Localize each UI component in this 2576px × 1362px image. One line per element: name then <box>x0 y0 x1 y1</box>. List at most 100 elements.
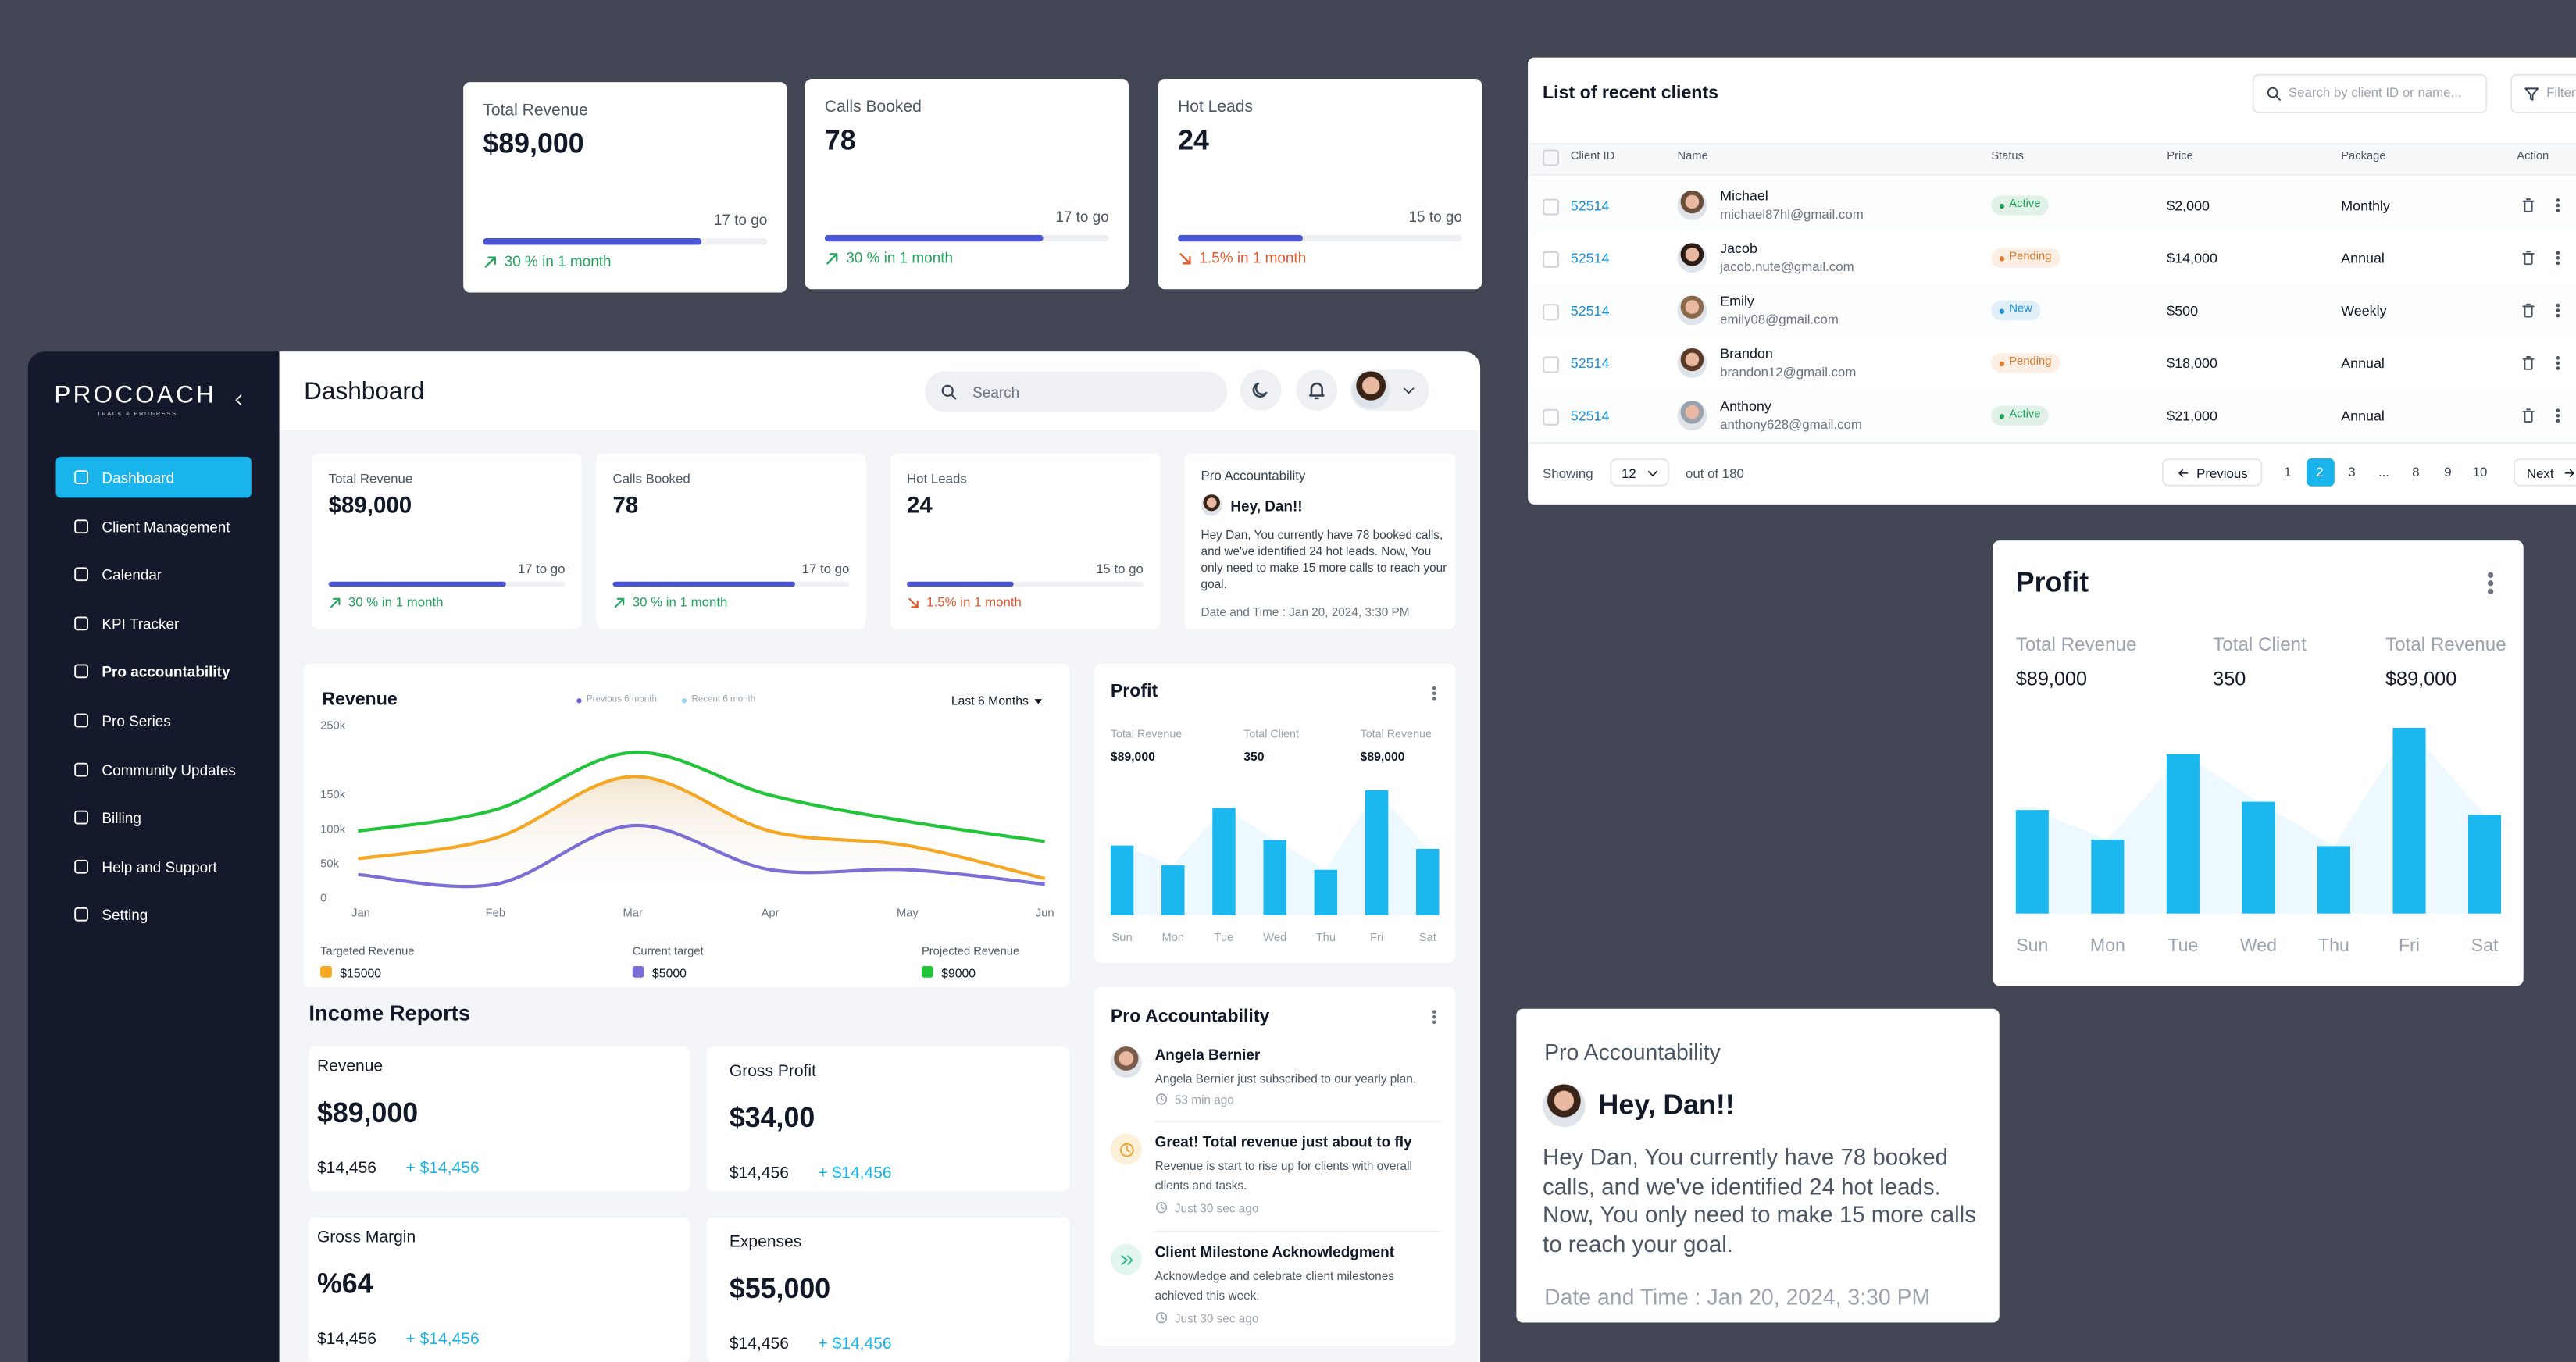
client-email: jacob.nute@gmail.com <box>1720 259 1854 275</box>
menu-item[interactable]: Billing <box>56 797 252 839</box>
menu-item[interactable]: Pro Series <box>56 700 252 741</box>
kpi-card: Hot Leads 24 15 to go 1.5% in 1 month <box>1158 78 1482 290</box>
clock-icon-part <box>1161 1314 1165 1320</box>
menu-icon-part <box>74 713 89 728</box>
checkbox[interactable] <box>1543 304 1560 321</box>
feed-item-title: Great! Total revenue just about to fly <box>1154 1133 1412 1150</box>
search-icon <box>941 384 957 400</box>
search-box[interactable]: Search by client ID or name... <box>2252 73 2488 114</box>
y-tick-label: 150k <box>320 789 346 801</box>
checkbox[interactable] <box>1543 149 1560 166</box>
trend-arrow-part <box>1179 253 1191 265</box>
x-tick-label: Sun <box>1111 932 1132 944</box>
menu-item[interactable]: Setting <box>56 894 252 936</box>
clock-icon <box>1155 1312 1168 1324</box>
bar <box>2317 846 2351 914</box>
menu-item[interactable]: KPI Tracker <box>56 603 252 644</box>
client-id[interactable]: 52514 <box>1570 355 1610 372</box>
client-name: Emily <box>1720 292 1754 309</box>
arrow-right-part <box>2569 469 2574 477</box>
feed-icon <box>1110 1133 1142 1165</box>
client-id[interactable]: 52514 <box>1570 249 1610 266</box>
legend-dot <box>681 698 687 704</box>
more-icon-part <box>2556 261 2560 266</box>
menu-item[interactable]: Community Updates <box>56 748 252 790</box>
x-tick-label: Fri <box>1370 932 1383 944</box>
more-icon-part <box>1432 1010 1436 1014</box>
column-header[interactable]: Name <box>1677 151 1708 163</box>
page-size-select[interactable]: 12 <box>1610 458 1669 487</box>
main-area: Dashboard Search Total Revenue $89,000 17 to… <box>279 351 1481 1362</box>
column-header[interactable]: Package <box>2341 151 2386 163</box>
income-card: Gross Margin %64 $14,456 + $14,456 <box>309 1217 690 1362</box>
kpi-card: Total Revenue $89,000 17 to go 30 % in 1 mo… <box>463 82 787 293</box>
trend-arrow <box>614 597 625 608</box>
notifications[interactable] <box>1296 369 1338 411</box>
kpi-value: 78 <box>824 124 856 156</box>
legend-dot <box>576 698 582 704</box>
more-icon-part <box>2556 308 2560 312</box>
column-header[interactable]: Client ID <box>1570 151 1615 163</box>
y-tick-label: 50k <box>320 857 339 870</box>
tagline: TRACK & PROGRESS <box>97 410 177 418</box>
package: Annual <box>2341 355 2385 372</box>
pro-label: Pro Accountability <box>1544 1039 1721 1065</box>
filter-button[interactable]: Filter <box>2510 73 2576 114</box>
page-button[interactable]: 3 <box>2338 458 2366 487</box>
pro-card: Pro Accountability Hey, Dan!! Hey Dan, You… <box>1184 453 1456 629</box>
x-tick-label: Tue <box>2167 935 2198 955</box>
page-button[interactable]: 2 <box>2306 458 2334 487</box>
logo: PROCOACH <box>54 381 216 409</box>
more-icon-part <box>2556 361 2560 365</box>
menu-item[interactable]: Dashboard <box>55 456 252 498</box>
income-change: + $14,456 <box>405 1331 480 1350</box>
page-button[interactable]: ... <box>2370 458 2398 487</box>
menu-item[interactable]: Help and Support <box>56 846 252 887</box>
next-button[interactable]: Next <box>2514 458 2576 487</box>
checkbox[interactable] <box>1543 251 1560 268</box>
menu-icon-part <box>74 519 89 533</box>
previous-button[interactable]: Previous <box>2161 458 2263 487</box>
price: $21,000 <box>2167 407 2217 424</box>
search-bar[interactable]: Search <box>925 371 1228 413</box>
checkbox[interactable] <box>1543 356 1560 373</box>
column-header[interactable]: Price <box>2167 151 2193 163</box>
line <box>358 751 1046 843</box>
menu-item[interactable]: Calendar <box>56 554 252 595</box>
menu-item[interactable]: Pro accountability <box>56 651 252 693</box>
period-select[interactable]: Last 6 Months <box>943 688 1054 713</box>
sidebar: PROCOACH TRACK & PROGRESS Dashboard Client … <box>27 351 280 1362</box>
page-button[interactable]: 9 <box>2434 458 2462 487</box>
kpi-label: Total Revenue <box>328 471 413 487</box>
page-button[interactable]: 1 <box>2274 458 2302 487</box>
trend-arrow-part <box>829 253 838 262</box>
client-id[interactable]: 52514 <box>1570 407 1610 424</box>
kpi-value: 24 <box>907 491 933 518</box>
checkbox[interactable] <box>1543 408 1560 426</box>
avatar <box>1677 401 1707 431</box>
collapse-icon <box>235 394 242 406</box>
profile-menu[interactable] <box>1350 369 1429 411</box>
clients-panel: List of recent clients Search by client I… <box>1528 57 2576 505</box>
client-id[interactable]: 52514 <box>1570 302 1610 319</box>
legend-value: $15000 <box>340 965 382 981</box>
separator <box>1154 1120 1441 1122</box>
feed-glyph <box>1119 1142 1133 1157</box>
stat-label: Total Revenue <box>1110 729 1183 741</box>
trend-arrow-part <box>484 256 496 268</box>
column-header[interactable]: Status <box>1991 151 2024 163</box>
menu-label: Pro accountability <box>102 664 230 681</box>
status-label: Pending <box>2009 251 2052 263</box>
checkbox[interactable] <box>1543 198 1560 216</box>
theme-toggle[interactable] <box>1240 369 1282 411</box>
menu-item[interactable]: Client Management <box>56 505 252 547</box>
client-id[interactable]: 52514 <box>1570 197 1610 214</box>
x-tick-label: Mon <box>2090 935 2125 955</box>
legend-name: Projected Revenue <box>921 946 1020 958</box>
bar <box>2468 815 2502 914</box>
page-button[interactable]: 10 <box>2466 458 2494 487</box>
menu-icon-part <box>74 859 89 874</box>
bar <box>2242 801 2275 914</box>
page-button[interactable]: 8 <box>2402 458 2430 487</box>
progress-track <box>907 581 1144 587</box>
